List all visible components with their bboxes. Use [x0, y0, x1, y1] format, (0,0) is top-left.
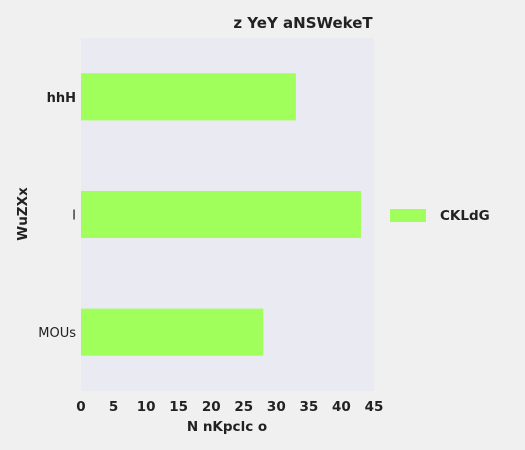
legend: CKLdG [390, 208, 490, 224]
x-tick-10: 10 [137, 399, 156, 415]
y-axis-label: WuZXx [15, 187, 31, 241]
x-tick-40: 40 [332, 399, 351, 415]
x-axis-label: N nKpclc o [187, 419, 267, 435]
category-label-I: I [72, 209, 76, 224]
category-label-hhH: hhH [47, 91, 76, 106]
legend-label: CKLdG [440, 208, 490, 224]
x-tick-labels: 0 5 10 15 20 25 30 35 40 45 [76, 399, 383, 415]
bar-I [81, 190, 361, 239]
x-tick-5: 5 [109, 399, 118, 415]
x-tick-15: 15 [169, 399, 188, 415]
bar-hhH [81, 73, 296, 121]
category-labels: hhH I MOUs [38, 91, 76, 341]
x-tick-25: 25 [234, 399, 253, 415]
bars-group [81, 73, 361, 356]
x-tick-30: 30 [267, 399, 286, 415]
legend-swatch [390, 209, 426, 222]
x-tick-0: 0 [76, 399, 85, 415]
chart-title: z YeY aNSWekeT [233, 14, 373, 32]
x-tick-45: 45 [365, 399, 384, 415]
bar-MOUs [81, 308, 264, 356]
x-tick-20: 20 [202, 399, 221, 415]
x-tick-35: 35 [299, 399, 318, 415]
category-label-MOUs: MOUs [38, 326, 76, 341]
